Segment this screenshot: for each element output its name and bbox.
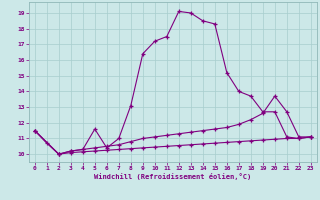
X-axis label: Windchill (Refroidissement éolien,°C): Windchill (Refroidissement éolien,°C) — [94, 173, 252, 180]
